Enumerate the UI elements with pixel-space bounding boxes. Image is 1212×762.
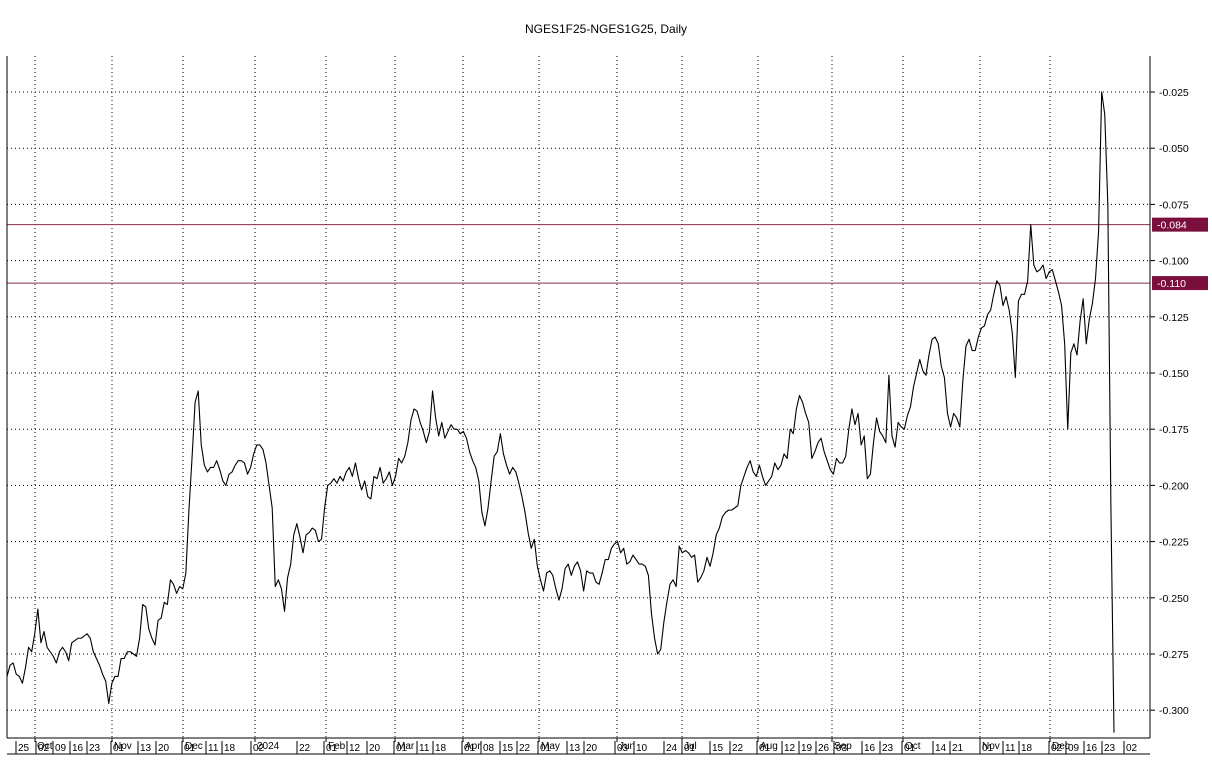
day-label: 15 [712,743,724,754]
marker-layer [7,224,1150,284]
month-label: Dec [185,741,203,752]
y-tick-label: -0.025 [1159,87,1189,99]
day-label: 22 [732,743,744,754]
day-label: 01 [184,743,196,754]
month-label: Oct [905,741,921,752]
day-label: 11 [419,743,430,754]
day-label: 01 [982,743,994,754]
month-label: Nov [982,741,1000,752]
day-label: 03 [836,743,848,754]
grid-layer [7,56,1150,738]
day-label: 01 [759,743,771,754]
price-line [6,91,1115,733]
month-label: Mar [397,741,415,752]
day-label: 23 [882,743,894,754]
day-label: 22 [299,743,311,754]
marker-label: -0.084 [1157,220,1187,232]
y-tick-label: -0.150 [1159,368,1189,380]
day-label: 08 [483,743,495,754]
y-axis: -0.025 -0.050 -0.075 -0.100 -0.125 -0.150 -0.1… [1150,87,1208,717]
day-label: 20 [158,743,170,754]
marker-label: -0.110 [1157,278,1186,290]
day-label: 12 [349,743,361,754]
day-label: 12 [784,743,796,754]
marker-badge [1152,276,1208,291]
month-label: Jul [684,741,697,752]
y-tick-label: -0.275 [1159,649,1189,661]
day-label: 16 [864,743,876,754]
day-label: 03 [617,743,629,754]
y-tick-label: -0.075 [1159,199,1189,211]
y-tick-label: -0.250 [1159,593,1189,605]
day-label: 13 [569,743,581,754]
day-label: 09 [1068,743,1080,754]
day-label: 01 [326,743,338,754]
chart-title: NGES1F25-NGES1G25, Daily [524,22,688,36]
day-label: 10 [636,743,648,754]
day-label: 18 [435,743,447,754]
day-label: 22 [519,743,531,754]
day-label: 16 [72,743,84,754]
series-layer [6,91,1115,733]
marker-badge [1152,217,1208,232]
day-label: 24 [666,743,678,754]
day-label: 01 [540,743,552,754]
day-label: 14 [935,743,947,754]
day-label: 01 [464,743,476,754]
month-label: 2024 [257,741,280,752]
day-label: 25 [18,743,30,754]
day-label: 11 [208,743,219,754]
day-label: 16 [1086,743,1098,754]
day-label: 20 [586,743,598,754]
day-label: 09 [55,743,67,754]
y-tick-label: -0.100 [1159,256,1189,268]
day-label: 21 [952,743,964,754]
month-label: Dec [1052,741,1070,752]
day-label: 01 [684,743,696,754]
month-label: May [541,741,560,752]
y-tick-label: -0.050 [1159,143,1189,155]
day-label: 15 [502,743,514,754]
day-label: 11 [1005,743,1016,754]
day-label: 02 [1051,743,1063,754]
month-label: Aug [760,741,778,752]
x-axis: Oct Nov Dec 2024 Feb Mar Apr May Jun Jul Aug Sep Oct… [15,738,1138,754]
month-label: Jun [619,741,635,752]
y-tick-label: -0.225 [1159,537,1189,549]
day-label: 19 [801,743,813,754]
month-label: Nov [114,741,132,752]
day-label: 13 [140,743,152,754]
day-label: 02 [38,743,50,754]
y-tick-label: -0.125 [1159,312,1189,324]
day-label: 23 [89,743,101,754]
month-label: Sep [834,741,852,752]
y-tick-label: -0.200 [1159,480,1189,492]
day-label: 01 [396,743,408,754]
plot-frame [6,56,1151,755]
month-label: Oct [37,741,53,752]
day-label: 18 [1021,743,1033,754]
day-label: 23 [1104,743,1116,754]
day-label: 02 [1126,743,1138,754]
day-label: 26 [818,743,830,754]
month-label: Apr [465,741,481,752]
day-label: 20 [369,743,381,754]
y-tick-label: -0.175 [1159,424,1189,436]
day-label: 01 [904,743,916,754]
y-tick-label: -0.300 [1159,705,1189,717]
day-label: 01 [113,743,125,754]
month-label: Feb [328,741,346,752]
day-label: 18 [224,743,236,754]
day-label: 02 [253,743,265,754]
